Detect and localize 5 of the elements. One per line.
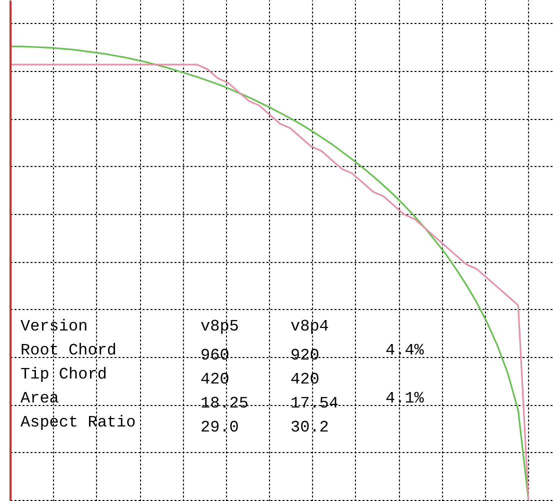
text: Root Chord 960 920 4.4%	[20, 342, 424, 364]
text: Area 18.25 17.54 4.1%	[20, 390, 424, 412]
text: Version v8p5 v8p4	[20, 318, 329, 336]
text: Aspect Ratio 29.0 30.2	[20, 414, 329, 436]
text: Tip Chord 420 420	[20, 366, 320, 388]
